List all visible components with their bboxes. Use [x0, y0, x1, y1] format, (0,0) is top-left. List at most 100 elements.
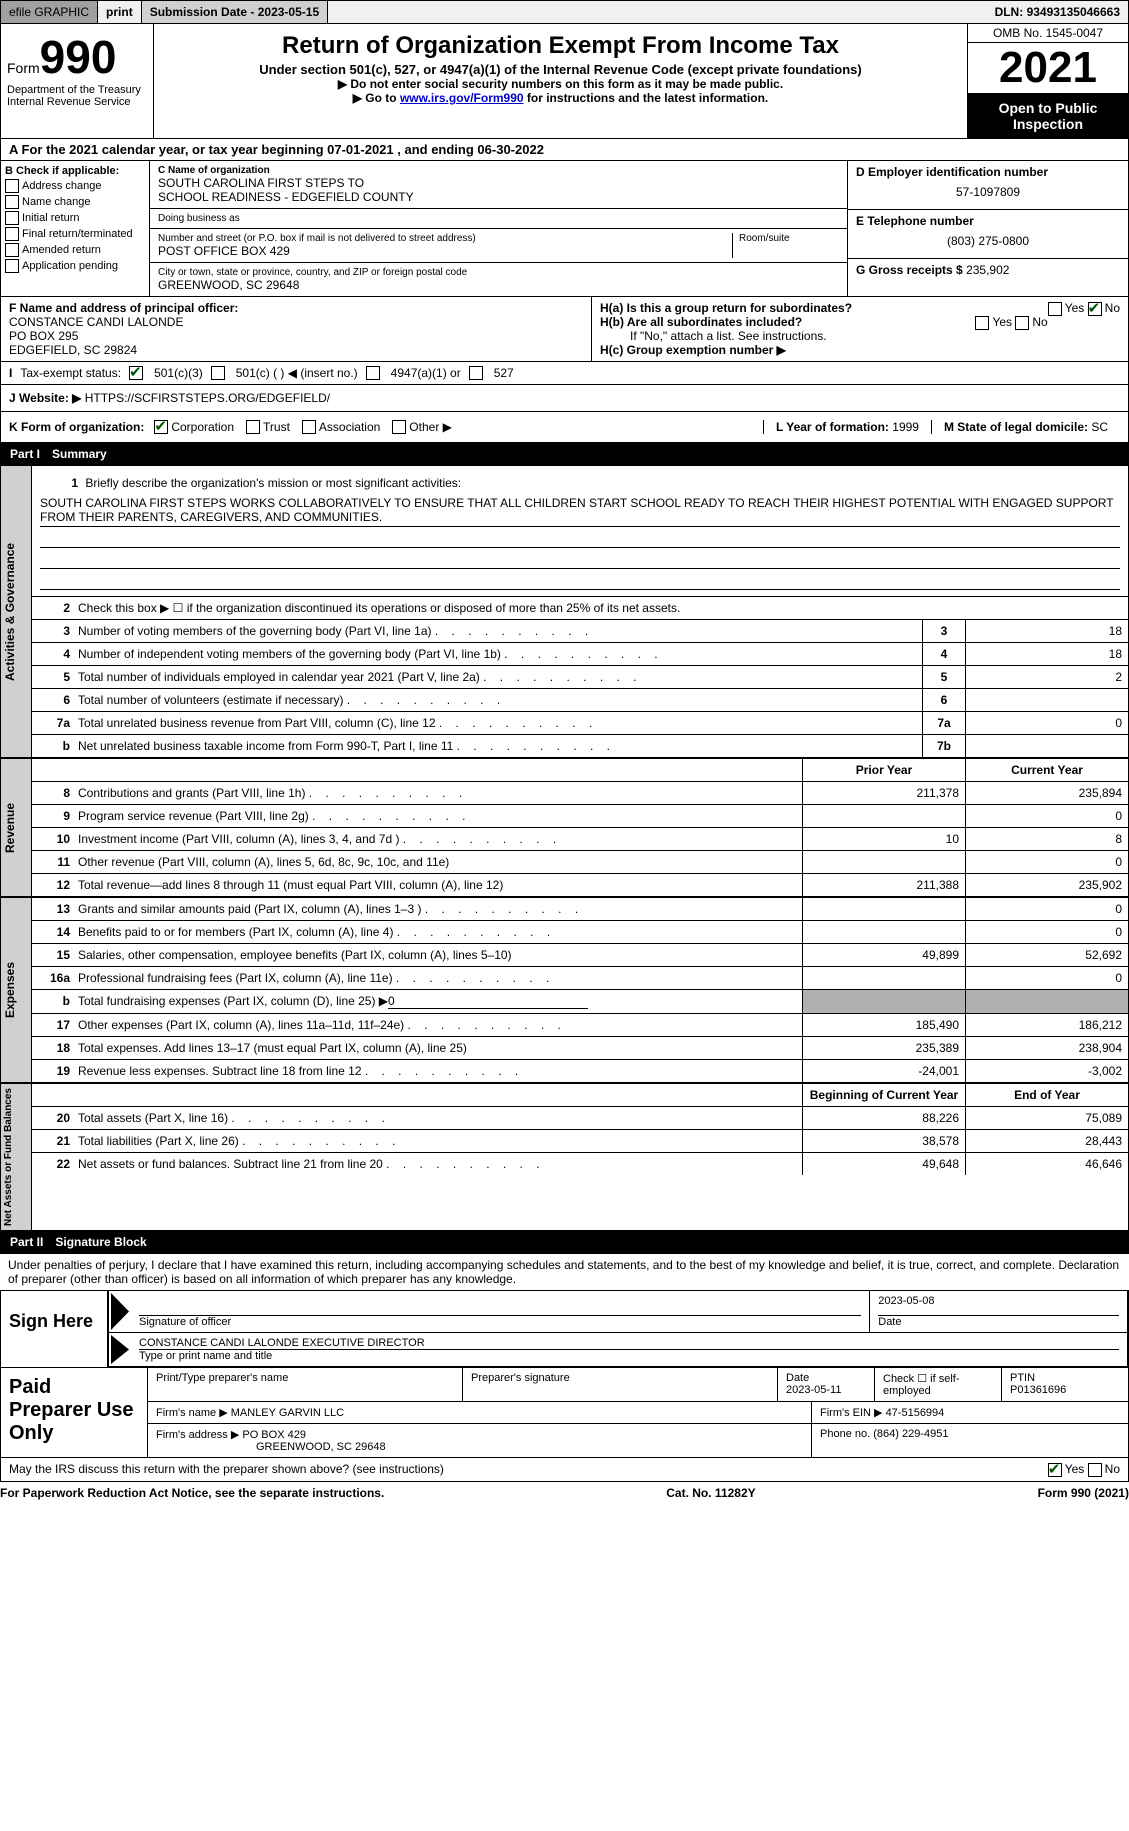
ssn-note: ▶ Do not enter social security numbers o…: [166, 77, 955, 91]
org-name-cell: C Name of organization SOUTH CAROLINA FI…: [150, 161, 847, 209]
l3-text: Number of voting members of the governin…: [78, 624, 432, 638]
sub-date-label: Submission Date -: [150, 5, 258, 19]
chk-527[interactable]: [469, 366, 483, 380]
l12-text: Total revenue—add lines 8 through 11 (mu…: [78, 878, 503, 892]
dba-cell: Doing business as: [150, 209, 847, 229]
l16a-text: Professional fundraising fees (Part IX, …: [78, 971, 393, 985]
chk-4947[interactable]: [366, 366, 380, 380]
officer-addr2: EDGEFIELD, SC 29824: [9, 343, 583, 357]
l9-c: 0: [965, 805, 1128, 827]
l4-text: Number of independent voting members of …: [78, 647, 501, 661]
chk-address-label: Address change: [22, 180, 102, 192]
mission-blank2: [40, 548, 1120, 569]
mission-box: 1 Briefly describe the organization's mi…: [32, 466, 1128, 596]
ha-yes[interactable]: [1048, 302, 1062, 316]
l19-c: -3,002: [965, 1060, 1128, 1082]
ein-cell: D Employer identification number 57-1097…: [848, 161, 1128, 210]
sig-name: CONSTANCE CANDI LALONDE EXECUTIVE DIRECT…: [139, 1337, 1119, 1350]
dln: DLN: 93493135046663: [987, 1, 1128, 23]
opt-527: 527: [494, 366, 514, 380]
l8-text: Contributions and grants (Part VIII, lin…: [78, 786, 305, 800]
l14-text: Benefits paid to or for members (Part IX…: [78, 925, 393, 939]
firm-addr1: PO BOX 429: [242, 1429, 306, 1441]
prep-date: 2023-05-11: [786, 1384, 841, 1396]
chk-final[interactable]: Final return/terminated: [5, 227, 145, 241]
l10-c: 8: [965, 828, 1128, 850]
print-button[interactable]: print: [98, 1, 142, 23]
chk-initial[interactable]: Initial return: [5, 211, 145, 225]
chk-corp[interactable]: [154, 420, 168, 434]
prior-head: Prior Year: [802, 759, 965, 781]
l17-p: 185,490: [802, 1014, 965, 1036]
l11-p: [802, 851, 965, 873]
sig-date: 2023-05-08: [878, 1295, 1119, 1316]
part1-no: Part I: [10, 447, 52, 461]
discuss-q: May the IRS discuss this return with the…: [9, 1462, 444, 1476]
chk-other[interactable]: [392, 420, 406, 434]
discuss-yes[interactable]: [1048, 1463, 1062, 1477]
hb-label: H(b) Are all subordinates included?: [600, 315, 802, 329]
discuss-no[interactable]: [1088, 1463, 1102, 1477]
org-name-1: SOUTH CAROLINA FIRST STEPS TO: [158, 176, 839, 190]
l10-text: Investment income (Part VIII, column (A)…: [78, 832, 399, 846]
goto-note: ▶ Go to www.irs.gov/Form990 for instruct…: [166, 91, 955, 105]
footer: For Paperwork Reduction Act Notice, see …: [0, 1482, 1129, 1504]
org-name-2: SCHOOL READINESS - EDGEFIELD COUNTY: [158, 190, 839, 204]
l16b-p: [802, 990, 965, 1013]
chk-assoc[interactable]: [302, 420, 316, 434]
mission-blank3: [40, 569, 1120, 590]
hc-label: H(c) Group exemption number ▶: [600, 343, 1120, 357]
l9-p: [802, 805, 965, 827]
gross-cell: G Gross receipts $ 235,902: [848, 259, 1128, 281]
chk-name[interactable]: Name change: [5, 195, 145, 209]
l16b-val: 0: [388, 994, 588, 1009]
l18-text: Total expenses. Add lines 13–17 (must eq…: [78, 1041, 467, 1055]
prep-self[interactable]: Check ☐ if self-employed: [875, 1368, 1002, 1401]
addr-label: Number and street (or P.O. box if mail i…: [158, 233, 732, 244]
chk-pending[interactable]: Application pending: [5, 259, 145, 273]
gov-block: Activities & Governance 1 Briefly descri…: [0, 465, 1129, 758]
chk-501c3[interactable]: [129, 366, 143, 380]
h-box: H(a) Is this a group return for subordin…: [592, 297, 1128, 361]
firm-phone-label: Phone no.: [820, 1428, 873, 1440]
chk-address[interactable]: Address change: [5, 179, 145, 193]
col-b: B Check if applicable: Address change Na…: [1, 161, 150, 296]
ty-end: 06-30-2022: [477, 142, 544, 157]
irs-link[interactable]: www.irs.gov/Form990: [400, 91, 524, 105]
exp-block: Expenses 13Grants and similar amounts pa…: [0, 897, 1129, 1083]
chk-trust[interactable]: [246, 420, 260, 434]
chk-amended[interactable]: Amended return: [5, 243, 145, 257]
top-bar: efile GRAPHIC print Submission Date - 20…: [0, 0, 1129, 24]
i-label: I: [9, 366, 12, 380]
l9-text: Program service revenue (Part VIII, line…: [78, 809, 309, 823]
chk-501c[interactable]: [211, 366, 225, 380]
firm-phone: (864) 229-4951: [873, 1428, 948, 1440]
ha-no[interactable]: [1088, 302, 1102, 316]
hb-yes[interactable]: [975, 316, 989, 330]
side-net: Net Assets or Fund Balances: [1, 1084, 32, 1230]
opt-assoc: Association: [319, 420, 380, 434]
submission-date: Submission Date - 2023-05-15: [142, 1, 328, 23]
l22-p: 49,648: [802, 1153, 965, 1175]
current-head: Current Year: [965, 759, 1128, 781]
form-header: Form990 Department of the Treasury Inter…: [0, 24, 1129, 139]
l6-text: Total number of volunteers (estimate if …: [78, 693, 343, 707]
l7b-text: Net unrelated business taxable income fr…: [78, 739, 453, 753]
ha-no-label: No: [1105, 301, 1120, 315]
l14-c: 0: [965, 921, 1128, 943]
m-label: M State of legal domicile:: [944, 420, 1091, 434]
hb-no[interactable]: [1015, 316, 1029, 330]
sign-here: Sign Here: [1, 1291, 109, 1367]
l21-p: 38,578: [802, 1130, 965, 1152]
l4-val: 18: [965, 643, 1128, 665]
form-subtitle: Under section 501(c), 527, or 4947(a)(1)…: [166, 62, 955, 77]
dept-treasury: Department of the Treasury: [7, 84, 147, 96]
l11-text: Other revenue (Part VIII, column (A), li…: [78, 855, 449, 869]
ein-value: 57-1097809: [856, 179, 1120, 205]
phone-value: (803) 275-0800: [856, 228, 1120, 254]
sig-name-label: Type or print name and title: [139, 1350, 272, 1362]
l15-p: 49,899: [802, 944, 965, 966]
l8-p: 211,378: [802, 782, 965, 804]
l-box: L Year of formation: 1999: [763, 420, 931, 434]
prep-h2: Preparer's signature: [463, 1368, 778, 1401]
